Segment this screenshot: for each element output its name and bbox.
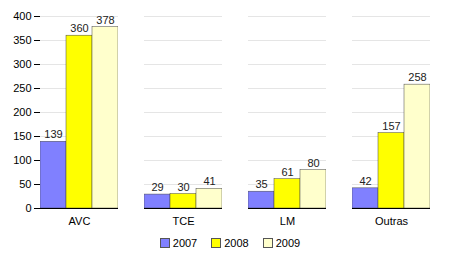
html-text:2007: 2007 <box>172 237 198 249</box>
svg-text:LM: LM <box>280 215 295 227</box>
html-text:2008: 2008 <box>224 237 249 249</box>
svg-text:157: 157 <box>382 120 400 132</box>
svg-text:29: 29 <box>151 181 163 193</box>
svg-text:378: 378 <box>96 14 114 26</box>
svg-text:Outras: Outras <box>375 215 409 227</box>
svg-text:100: 100 <box>13 154 31 166</box>
svg-text:0: 0 <box>25 202 31 214</box>
svg-text:360: 360 <box>70 22 88 34</box>
svg-text:300: 300 <box>13 58 31 70</box>
svg-text:61: 61 <box>281 166 293 178</box>
svg-text:258: 258 <box>408 71 426 83</box>
svg-text:AVC: AVC <box>69 215 91 227</box>
svg-text:250: 250 <box>13 82 31 94</box>
svg-text:30: 30 <box>177 181 189 193</box>
svg-text:42: 42 <box>359 175 371 187</box>
svg-text:350: 350 <box>13 34 31 46</box>
svg-text:150: 150 <box>13 130 31 142</box>
svg-text:41: 41 <box>203 175 215 187</box>
svg-text:35: 35 <box>255 178 267 190</box>
svg-text:50: 50 <box>19 178 31 190</box>
svg-text:80: 80 <box>307 157 319 169</box>
svg-text:200: 200 <box>13 106 31 118</box>
svg-text:TCE: TCE <box>173 215 195 227</box>
svg-text:400: 400 <box>13 10 31 22</box>
svg-text:139: 139 <box>44 128 62 140</box>
html-text:2009: 2009 <box>275 237 301 249</box>
